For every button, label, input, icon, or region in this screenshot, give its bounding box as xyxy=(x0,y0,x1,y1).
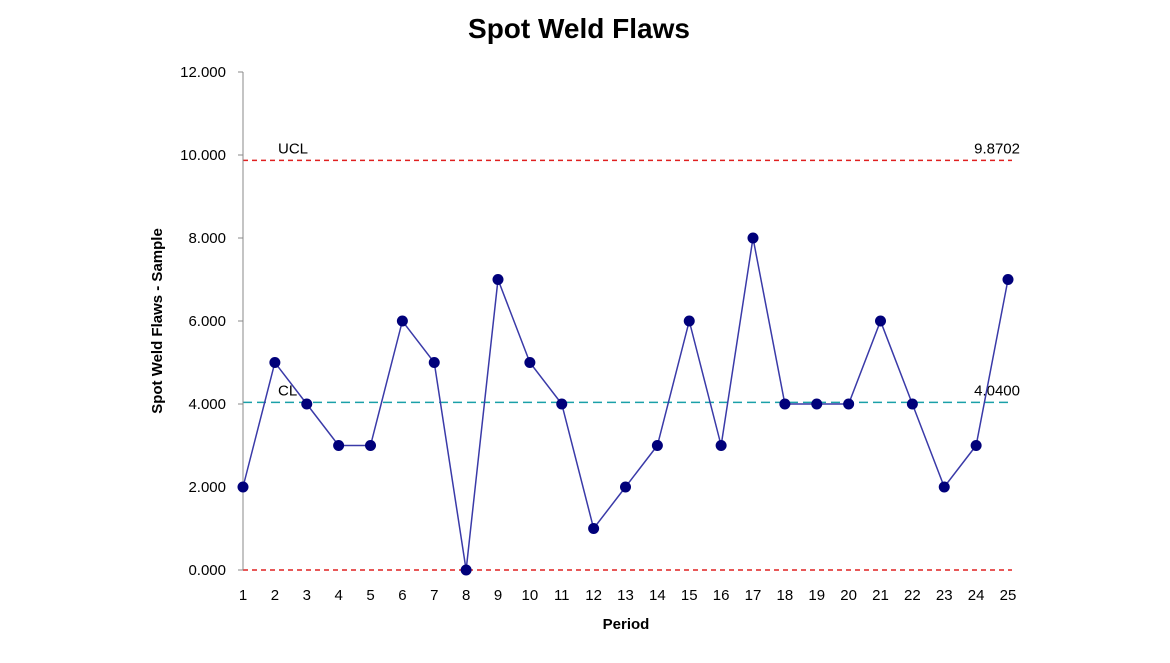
x-tick-label: 25 xyxy=(1000,587,1017,604)
x-axis-label: Period xyxy=(603,616,650,633)
ucl-value-label: 9.8702 xyxy=(974,140,1020,157)
x-tick-label: 3 xyxy=(303,587,311,604)
series-layer xyxy=(237,232,1014,576)
data-point xyxy=(843,398,855,410)
chart-title: Spot Weld Flaws xyxy=(468,13,690,44)
y-tick-label: 10.000 xyxy=(180,147,226,164)
x-tick-label: 6 xyxy=(398,587,406,604)
x-tick-label: 8 xyxy=(462,587,470,604)
data-point xyxy=(301,398,313,410)
data-point xyxy=(269,357,281,368)
x-tick-label: 21 xyxy=(872,587,889,604)
cl-value-label: 4.0400 xyxy=(974,382,1020,399)
x-tick-label: 16 xyxy=(713,587,730,604)
x-tick-label: 5 xyxy=(366,587,374,604)
x-tick-label: 22 xyxy=(904,587,921,604)
data-point xyxy=(715,440,727,451)
x-tick-label: 2 xyxy=(271,587,279,604)
ucl-label: UCL xyxy=(278,140,308,157)
x-tick-label: 18 xyxy=(777,587,794,604)
y-tick-label: 0.000 xyxy=(188,562,226,579)
data-point xyxy=(938,481,950,493)
data-point xyxy=(396,315,408,327)
data-point xyxy=(365,440,376,451)
data-point xyxy=(875,315,886,327)
data-point xyxy=(683,315,695,327)
series-line xyxy=(242,237,1009,571)
data-point xyxy=(779,398,791,410)
y-axis-label: Spot Weld Flaws - Sample xyxy=(149,228,166,414)
x-tick-label: 20 xyxy=(840,587,857,604)
x-tick-label: 1 xyxy=(239,587,247,604)
x-tick-label: 13 xyxy=(617,587,634,604)
data-point xyxy=(428,357,440,368)
cl-label: CL xyxy=(278,382,297,399)
x-tick-label: 17 xyxy=(745,587,762,604)
data-point xyxy=(1002,274,1014,285)
data-point xyxy=(747,232,759,244)
x-tick-label: 24 xyxy=(968,587,985,604)
x-tick-label: 4 xyxy=(334,587,342,604)
data-point xyxy=(651,440,663,451)
x-tick-label: 7 xyxy=(430,587,438,604)
data-point xyxy=(620,481,631,493)
y-tick-label: 6.000 xyxy=(188,313,226,330)
y-tick-label: 12.000 xyxy=(180,64,226,81)
data-point xyxy=(906,398,918,410)
x-tick-label: 15 xyxy=(681,587,698,604)
x-tick-label: 11 xyxy=(554,587,570,604)
data-point xyxy=(492,274,504,285)
data-point xyxy=(970,440,982,451)
x-tick-label: 19 xyxy=(808,587,825,604)
data-point xyxy=(237,481,249,493)
y-tick-label: 2.000 xyxy=(188,479,226,496)
x-tick-label: 12 xyxy=(585,587,602,604)
x-tick-label: 14 xyxy=(649,587,666,604)
x-tick-label: 23 xyxy=(936,587,953,604)
data-point xyxy=(333,440,345,451)
y-tick-label: 8.000 xyxy=(188,230,226,247)
y-tick-label: 4.000 xyxy=(188,396,226,413)
x-tick-label: 10 xyxy=(522,587,539,604)
data-point xyxy=(588,523,600,534)
x-tick-label: 9 xyxy=(494,587,502,604)
data-point xyxy=(556,398,568,410)
reference-lines: UCL 9.8702 CL 4.0400 xyxy=(243,140,1020,571)
data-point xyxy=(460,564,472,576)
data-point xyxy=(524,357,536,368)
data-point xyxy=(811,398,823,410)
